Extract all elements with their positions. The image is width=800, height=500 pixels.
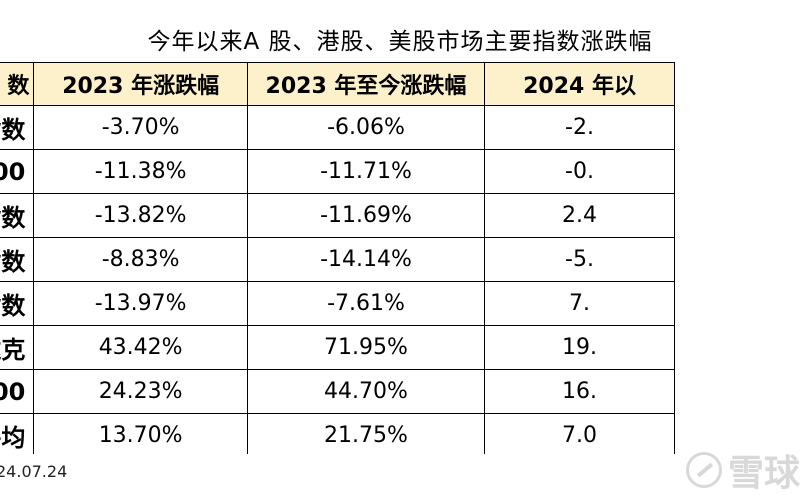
value-since-2023: 71.95% [246, 325, 486, 370]
value-2023: 13.70% [33, 413, 248, 454]
footer-date: 24.07.24 [0, 462, 68, 481]
table-row: 企指数 -13.97% -7.61% 7. [0, 281, 675, 326]
index-name: 指数 [0, 193, 35, 238]
watermark-text: 雪球 [727, 453, 800, 494]
value-2023: -3.70% [33, 105, 248, 150]
value-2024: 16. [484, 369, 675, 414]
index-name: 达克 [0, 325, 35, 370]
value-2023: 43.42% [33, 325, 248, 370]
index-name: 业平均 [0, 413, 35, 454]
value-2024: 19. [484, 325, 675, 370]
table-row: 300 -11.38% -11.71% -0. [0, 149, 675, 194]
value-since-2023: 44.70% [246, 369, 486, 414]
value-since-2023: -7.61% [246, 281, 486, 326]
table-row: 指数 -13.82% -11.69% 2.4 [0, 193, 675, 238]
value-2023: 24.23% [33, 369, 248, 414]
value-2023: -8.83% [33, 237, 248, 282]
value-2024: -2. [484, 105, 675, 150]
header-2024-change: 2024 年以 [484, 62, 675, 106]
value-since-2023: 21.75% [246, 413, 486, 454]
index-name: 300 [0, 149, 35, 194]
index-name: 500 [0, 369, 35, 414]
value-since-2023: -14.14% [246, 237, 486, 282]
value-2023: -13.97% [33, 281, 248, 326]
index-table-container: 数 2023 年涨跌幅 2023 年至今涨跌幅 2024 年以 指数 -3.70… [0, 62, 800, 454]
value-since-2023: -11.69% [246, 193, 486, 238]
table-row: 指数 -3.70% -6.06% -2. [0, 105, 675, 150]
index-name: 数指数 [0, 237, 35, 282]
snowball-logo-icon [685, 452, 722, 488]
value-2024: -5. [484, 237, 675, 282]
header-2023-change: 2023 年涨跌幅 [33, 62, 248, 106]
value-2024: -0. [484, 149, 675, 194]
table-row: 500 24.23% 44.70% 16. [0, 369, 675, 414]
table-row: 达克 43.42% 71.95% 19. [0, 325, 675, 370]
page-title: 今年以来A 股、港股、美股市场主要指数涨跌幅 [147, 29, 653, 55]
value-2023: -13.82% [33, 193, 248, 238]
value-since-2023: -6.06% [246, 105, 486, 150]
watermark: 雪球 [685, 444, 800, 496]
value-2024: 7. [484, 281, 675, 326]
value-since-2023: -11.71% [246, 149, 486, 194]
table-header-row: 数 2023 年涨跌幅 2023 年至今涨跌幅 2024 年以 [0, 62, 675, 106]
value-2024: 7.0 [484, 413, 675, 454]
index-change-table: 数 2023 年涨跌幅 2023 年至今涨跌幅 2024 年以 指数 -3.70… [0, 62, 675, 454]
header-index: 数 [0, 62, 35, 106]
index-name: 企指数 [0, 281, 35, 326]
index-name: 指数 [0, 105, 35, 150]
table-row: 数指数 -8.83% -14.14% -5. [0, 237, 675, 282]
header-2023-to-date-change: 2023 年至今涨跌幅 [246, 62, 486, 106]
value-2023: -11.38% [33, 149, 248, 194]
value-2024: 2.4 [484, 193, 675, 238]
table-row: 业平均 13.70% 21.75% 7.0 [0, 413, 675, 454]
